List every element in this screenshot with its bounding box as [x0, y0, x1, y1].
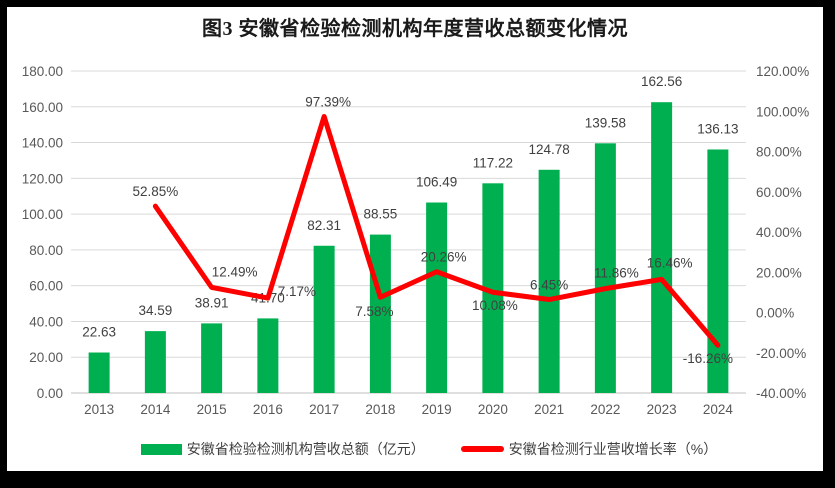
line-value-label: 6.45%: [530, 278, 568, 293]
x-axis-category-label: 2016: [253, 402, 283, 417]
x-axis-category-label: 2017: [309, 402, 339, 417]
revenue-bar-2013: [88, 352, 110, 393]
line-value-label: 20.26%: [421, 250, 467, 265]
left-axis-tick-label: 140.00: [22, 136, 63, 151]
right-axis-tick-label: 0.00%: [756, 306, 794, 321]
bar-value-label: 139.58: [585, 115, 626, 130]
legend-label-growth: 安徽省检测行业营收增长率（%）: [508, 441, 718, 457]
bar-value-label: 22.63: [82, 325, 116, 340]
left-axis-tick-label: 160.00: [22, 100, 63, 115]
chart-window: 图3 安徽省检验检测机构年度营收总额变化情况 180.00 160.00 140.0…: [7, 7, 823, 471]
x-axis-category-label: 2014: [140, 402, 171, 417]
revenue-bar-2017: [313, 245, 335, 393]
line-value-label: -16.26%: [683, 351, 733, 366]
bar-value-label: 136.13: [697, 121, 738, 136]
bar-value-label: 124.78: [528, 142, 569, 157]
legend-label-revenue: 安徽省检验检测机构营收总额（亿元）: [186, 441, 425, 457]
x-axis-category-label: 2023: [647, 402, 677, 417]
line-value-label: 97.39%: [305, 95, 351, 110]
revenue-bar-2023: [651, 102, 673, 394]
line-series-swatch: [460, 446, 504, 452]
x-axis-category-label: 2022: [590, 402, 620, 417]
left-axis-tick-label: 0.00: [37, 386, 63, 401]
line-value-label: 52.85%: [132, 184, 178, 199]
right-axis-tick-label: -40.00%: [756, 386, 806, 401]
right-axis-tick-label: 60.00%: [756, 185, 802, 200]
line-value-label: 7.17%: [278, 284, 316, 299]
legend-item-growth: 安徽省检测行业营收增长率（%）: [460, 439, 718, 459]
revenue-bar-2020: [482, 183, 504, 393]
left-axis-tick-label: 40.00: [29, 314, 63, 329]
line-value-label: 11.86%: [594, 266, 639, 281]
legend: 安徽省检验检测机构营收总额（亿元） 安徽省检测行业营收增长率（%）: [7, 439, 823, 459]
bar-value-label: 34.59: [138, 303, 172, 318]
left-axis-tick-label: 80.00: [29, 243, 63, 258]
x-axis-category-label: 2021: [534, 402, 564, 417]
revenue-bar-2016: [257, 318, 279, 393]
bar-value-label: 88.55: [363, 207, 397, 222]
line-value-label: 10.08%: [472, 298, 518, 313]
left-axis-tick-label: 120.00: [22, 171, 63, 186]
revenue-bar-2021: [538, 169, 560, 393]
line-value-label: 16.46%: [647, 255, 693, 270]
x-axis-category-label: 2024: [703, 402, 734, 417]
chart-title: 图3 安徽省检验检测机构年度营收总额变化情况: [202, 18, 628, 40]
revenue-bar-2015: [201, 323, 223, 393]
line-value-label: 12.49%: [212, 264, 258, 279]
right-axis-tick-label: 40.00%: [756, 225, 802, 240]
x-axis-category-label: 2015: [197, 402, 227, 417]
x-axis-category-label: 2018: [365, 402, 395, 417]
left-axis-tick-label: 60.00: [29, 279, 63, 294]
bar-value-label: 38.91: [195, 295, 229, 310]
left-axis-tick-label: 100.00: [22, 207, 63, 222]
left-axis-tick-label: 180.00: [22, 64, 63, 79]
revenue-bar-2024: [707, 149, 729, 393]
growth-rate-line: [152, 114, 721, 348]
revenue-bar-2019: [426, 202, 448, 393]
combo-chart-plot: 180.00 160.00 140.00 120.00 100.00 80.00 60.00…: [22, 64, 810, 417]
x-axis-category-label: 2013: [84, 402, 114, 417]
x-axis-category-label: 2019: [422, 402, 452, 417]
right-axis-tick-label: 120.00%: [756, 64, 809, 79]
right-axis-tick-label: -20.00%: [756, 346, 806, 361]
bar-value-label: 162.56: [641, 74, 682, 89]
left-axis-tick-label: 20.00: [29, 350, 63, 365]
right-axis-tick-label: 80.00%: [756, 145, 802, 160]
right-axis-tick-label: 20.00%: [756, 265, 802, 280]
x-axis-category-label: 2020: [478, 402, 508, 417]
revenue-bar-2022: [594, 143, 616, 393]
legend-item-revenue: 安徽省检验检测机构营收总额（亿元）: [140, 439, 425, 459]
revenue-bar-2014: [144, 331, 166, 393]
bar-value-label: 106.49: [416, 175, 457, 190]
right-axis-tick-label: 100.00%: [756, 104, 809, 119]
bar-series-swatch: [140, 443, 182, 455]
bar-value-label: 117.22: [473, 155, 513, 170]
bar-value-label: 82.31: [307, 218, 341, 233]
line-value-label: 7.58%: [355, 304, 393, 319]
